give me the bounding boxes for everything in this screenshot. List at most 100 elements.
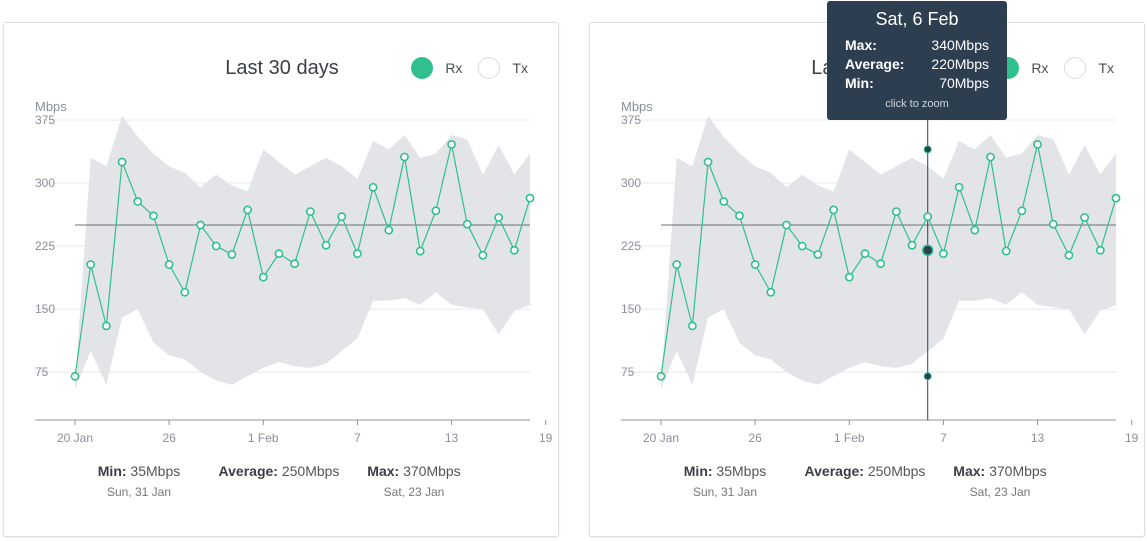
stat-average-value: 250Mbps: [281, 463, 340, 479]
chart-stats: Min: 35Mbps Sun, 31 Jan Average: 250Mbps…: [4, 463, 560, 513]
stat-max-date: Sat, 23 Jan: [383, 485, 445, 499]
data-point: [70, 371, 80, 381]
stat-min: Min: 35Mbps Sun, 31 Jan: [650, 463, 800, 499]
min-max-band: [661, 115, 1116, 389]
x-tick-label: 20 Jan: [643, 431, 679, 445]
data-point: [274, 249, 284, 259]
data-point: [321, 240, 331, 250]
stat-average: Average: 250Mbps: [790, 463, 940, 479]
tooltip-row-max: Max: 340Mbps: [845, 36, 989, 55]
data-point: [766, 287, 776, 297]
data-point: [478, 250, 488, 260]
y-tick-label: 75: [35, 365, 49, 379]
stat-average-value: 250Mbps: [867, 463, 926, 479]
y-axis-title: Mbps: [35, 99, 67, 114]
data-point: [494, 213, 504, 222]
legend-tx-label: Tx: [1098, 60, 1114, 76]
tooltip-row-average: Average: 220Mbps: [845, 55, 989, 74]
data-point: [227, 250, 237, 259]
y-tick-label: 225: [35, 239, 55, 253]
data-point: [703, 157, 713, 167]
data-point: [149, 211, 158, 221]
stat-min-label: Min:: [97, 463, 127, 479]
tooltip-footer: click to zoom: [885, 98, 949, 110]
data-point: [337, 212, 347, 222]
x-tick-label: 26: [162, 431, 176, 445]
data-point: [180, 287, 190, 297]
stat-min: Min: 35Mbps Sun, 31 Jan: [64, 463, 214, 499]
chart-plot-1[interactable]: Mbps 75 150 225 300 375 20 Jan 26 1 Feb 7 13 19: [4, 23, 560, 463]
y-tick-label: 75: [621, 365, 635, 379]
stat-average-label: Average:: [804, 463, 864, 479]
data-point: [891, 207, 901, 216]
y-tick-label: 375: [621, 113, 641, 127]
legend-tx-dot-icon: [1064, 57, 1087, 79]
data-point: [1095, 245, 1105, 255]
tooltip-min-value: 70Mbps: [939, 75, 989, 91]
data-point: [305, 207, 315, 216]
chart-title: Last 30 days: [225, 57, 339, 79]
data-point: [101, 321, 111, 331]
data-point: [415, 246, 425, 256]
stat-average: Average: 250Mbps: [204, 463, 354, 479]
chart-tooltip[interactable]: Sat, 6 Feb Max: 340Mbps Average: 220Mbps…: [827, 1, 1007, 120]
data-point: [86, 260, 96, 269]
hover-average-marker: [921, 244, 934, 257]
legend-item-tx[interactable]: Tx: [478, 57, 528, 79]
data-point: [907, 240, 917, 250]
chart-stats: Min: 35Mbps Sun, 31 Jan Average: 250Mbps…: [590, 463, 1146, 513]
y-tick-label: 150: [621, 302, 641, 316]
data-point: [656, 371, 666, 381]
chart-plot-2[interactable]: Mbps 75 150 225 300 375 20 Jan 26 1 Feb 7 13 19: [590, 23, 1146, 463]
stat-min-value: 35Mbps: [716, 463, 767, 479]
data-point: [813, 250, 823, 259]
stat-max: Max: 370Mbps Sat, 23 Jan: [925, 463, 1075, 499]
x-tick-label: 13: [445, 431, 459, 445]
stat-min-value: 35Mbps: [130, 463, 181, 479]
data-point: [447, 139, 456, 149]
stat-max-label: Max:: [953, 463, 986, 479]
data-point: [687, 321, 697, 331]
min-max-band: [75, 115, 530, 389]
x-tick-label: 1 Feb: [248, 431, 279, 445]
legend-rx-dot-icon: [411, 57, 434, 79]
data-point: [196, 220, 205, 230]
x-tick-label: 19: [539, 431, 553, 445]
tooltip-average-label: Average:: [845, 56, 905, 72]
x-tick-label: 7: [354, 431, 361, 445]
data-point: [735, 211, 744, 221]
y-axis-title: Mbps: [621, 99, 653, 114]
data-point: [672, 260, 682, 269]
data-point: [353, 249, 362, 259]
data-point: [844, 272, 854, 282]
legend-tx-dot-icon: [478, 57, 501, 79]
stat-max-date: Sat, 23 Jan: [969, 485, 1031, 499]
legend-item-rx[interactable]: Rx: [411, 57, 462, 79]
data-point: [1017, 206, 1027, 216]
data-point: [1048, 219, 1058, 229]
stat-max-value: 370Mbps: [989, 463, 1047, 479]
data-point: [462, 219, 472, 229]
data-point: [509, 245, 519, 255]
data-point: [258, 272, 268, 282]
chart-card-1: Last 30 days Rx Tx Mbps 75 150 225 300 375 20 …: [3, 22, 559, 537]
legend-rx-label: Rx: [1031, 60, 1049, 76]
data-point: [525, 193, 535, 203]
y-tick-label: 300: [621, 176, 641, 190]
legend-item-tx[interactable]: Tx: [1064, 57, 1114, 79]
data-point: [368, 182, 378, 192]
chart-legend: Rx Tx: [395, 57, 528, 79]
x-tick-label: 1 Feb: [834, 431, 865, 445]
stat-min-date: Sun, 31 Jan: [106, 485, 172, 499]
data-point: [939, 249, 948, 259]
data-point: [1080, 213, 1090, 222]
stat-average-label: Average:: [218, 463, 278, 479]
data-point: [970, 225, 980, 235]
y-tick-label: 225: [621, 239, 641, 253]
data-point: [290, 259, 300, 269]
data-point: [243, 205, 252, 215]
stat-min-label: Min:: [683, 463, 713, 479]
data-point: [876, 259, 886, 269]
data-point: [164, 260, 174, 269]
data-point: [782, 220, 791, 230]
